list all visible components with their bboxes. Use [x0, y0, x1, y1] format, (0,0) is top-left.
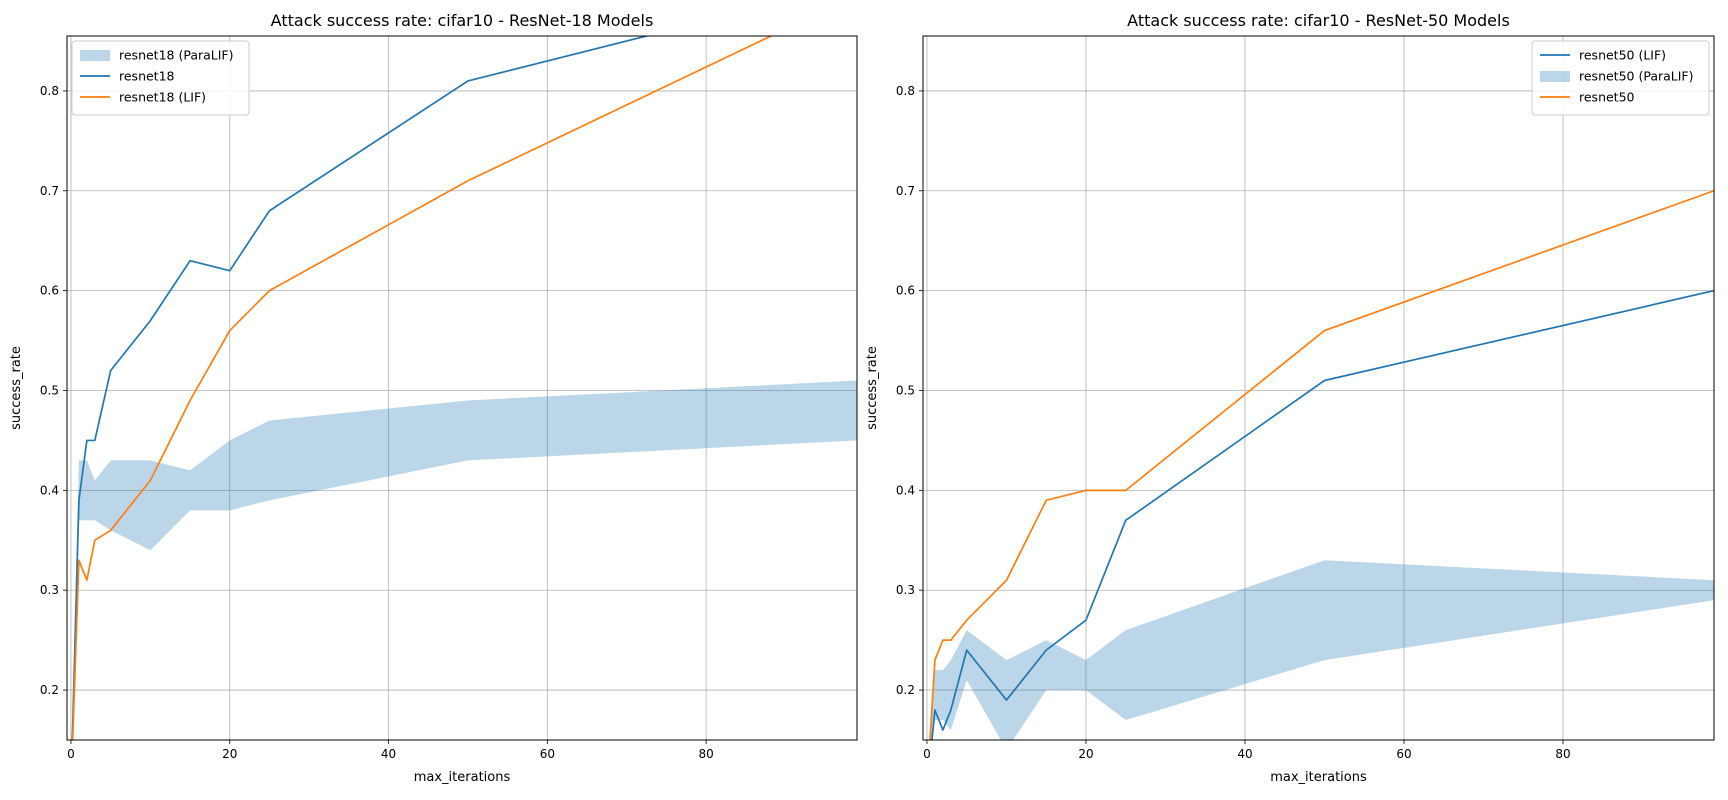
legend-label-resnet50-lif-: resnet50 (LIF)	[1579, 48, 1666, 63]
legend-box	[1531, 40, 1710, 116]
x-tick-label: 80	[699, 747, 714, 761]
series-line-resnet50	[929, 189, 1714, 740]
legend: resnet50 (LIF) resnet50 (ParaLIF) resnet50	[1531, 40, 1710, 116]
band-resnet18-paralif-	[71, 380, 857, 740]
legend-box	[71, 40, 250, 116]
y-tick-label: 0.7	[896, 184, 915, 198]
chart-panel-1: 0 20 40 60 80 0.2 0.3 0.4 0.5 0.6 0.7 0.8 Attack suc…	[9, 11, 858, 785]
y-tick-label: 0.8	[896, 84, 915, 98]
chart-panel-2: 0 20 40 60 80 0.2 0.3 0.4 0.5 0.6 0.7 0.8 Attack suc…	[865, 11, 1715, 785]
legend-label-resnet50: resnet50	[1579, 90, 1635, 105]
y-tick-label: 0.5	[40, 383, 59, 397]
y-axis-label: success_rate	[9, 346, 24, 430]
legend-label-resnet50-paralif-: resnet50 (ParaLIF)	[1579, 69, 1694, 84]
chart-title: Attack success rate: cifar10 - ResNet-18…	[271, 11, 654, 30]
y-tick-label: 0.6	[40, 284, 59, 298]
series-line-resnet50-lif-	[931, 289, 1714, 740]
x-tick-label: 80	[1555, 747, 1570, 761]
y-tick-label: 0.3	[40, 583, 59, 597]
x-tick-label: 20	[1078, 747, 1093, 761]
legend-label-resnet18: resnet18	[119, 69, 175, 84]
y-tick-label: 0.8	[40, 84, 59, 98]
y-tick-label: 0.3	[896, 583, 915, 597]
y-tick-label: 0.6	[896, 284, 915, 298]
band-resnet50-paralif-	[929, 560, 1714, 740]
chart-title: Attack success rate: cifar10 - ResNet-50…	[1127, 11, 1510, 30]
legend-swatch-resnet18-paralif-	[80, 50, 110, 61]
x-tick-label: 40	[1237, 747, 1252, 761]
plot-frame	[66, 35, 858, 741]
x-tick-label: 60	[1396, 747, 1411, 761]
series-line-resnet18-lif-	[71, 36, 773, 740]
plot-data	[929, 189, 1714, 740]
x-tick-label: 40	[381, 747, 396, 761]
x-tick-label: 20	[222, 747, 237, 761]
series-line-resnet18	[71, 36, 651, 740]
y-tick-label: 0.5	[896, 383, 915, 397]
x-tick-label: 0	[923, 747, 931, 761]
y-tick-label: 0.4	[896, 483, 915, 497]
x-tick-label: 0	[67, 747, 75, 761]
y-axis-label: success_rate	[865, 346, 880, 430]
y-tick-label: 0.2	[40, 683, 59, 697]
legend-label-resnet18-paralif-: resnet18 (ParaLIF)	[119, 48, 234, 63]
plot-data	[71, 36, 857, 740]
y-tick-label: 0.7	[40, 184, 59, 198]
y-tick-label: 0.2	[896, 683, 915, 697]
y-tick-label: 0.4	[40, 483, 59, 497]
x-axis-label: max_iterations	[1270, 770, 1367, 785]
legend-swatch-resnet50-paralif-	[1540, 71, 1570, 82]
x-axis-label: max_iterations	[414, 770, 511, 785]
legend: resnet18 (ParaLIF) resnet18 resnet18 (LIF)	[71, 40, 250, 116]
x-tick-label: 60	[540, 747, 555, 761]
legend-label-resnet18-lif-: resnet18 (LIF)	[119, 90, 206, 105]
plot-frame	[922, 35, 1715, 741]
